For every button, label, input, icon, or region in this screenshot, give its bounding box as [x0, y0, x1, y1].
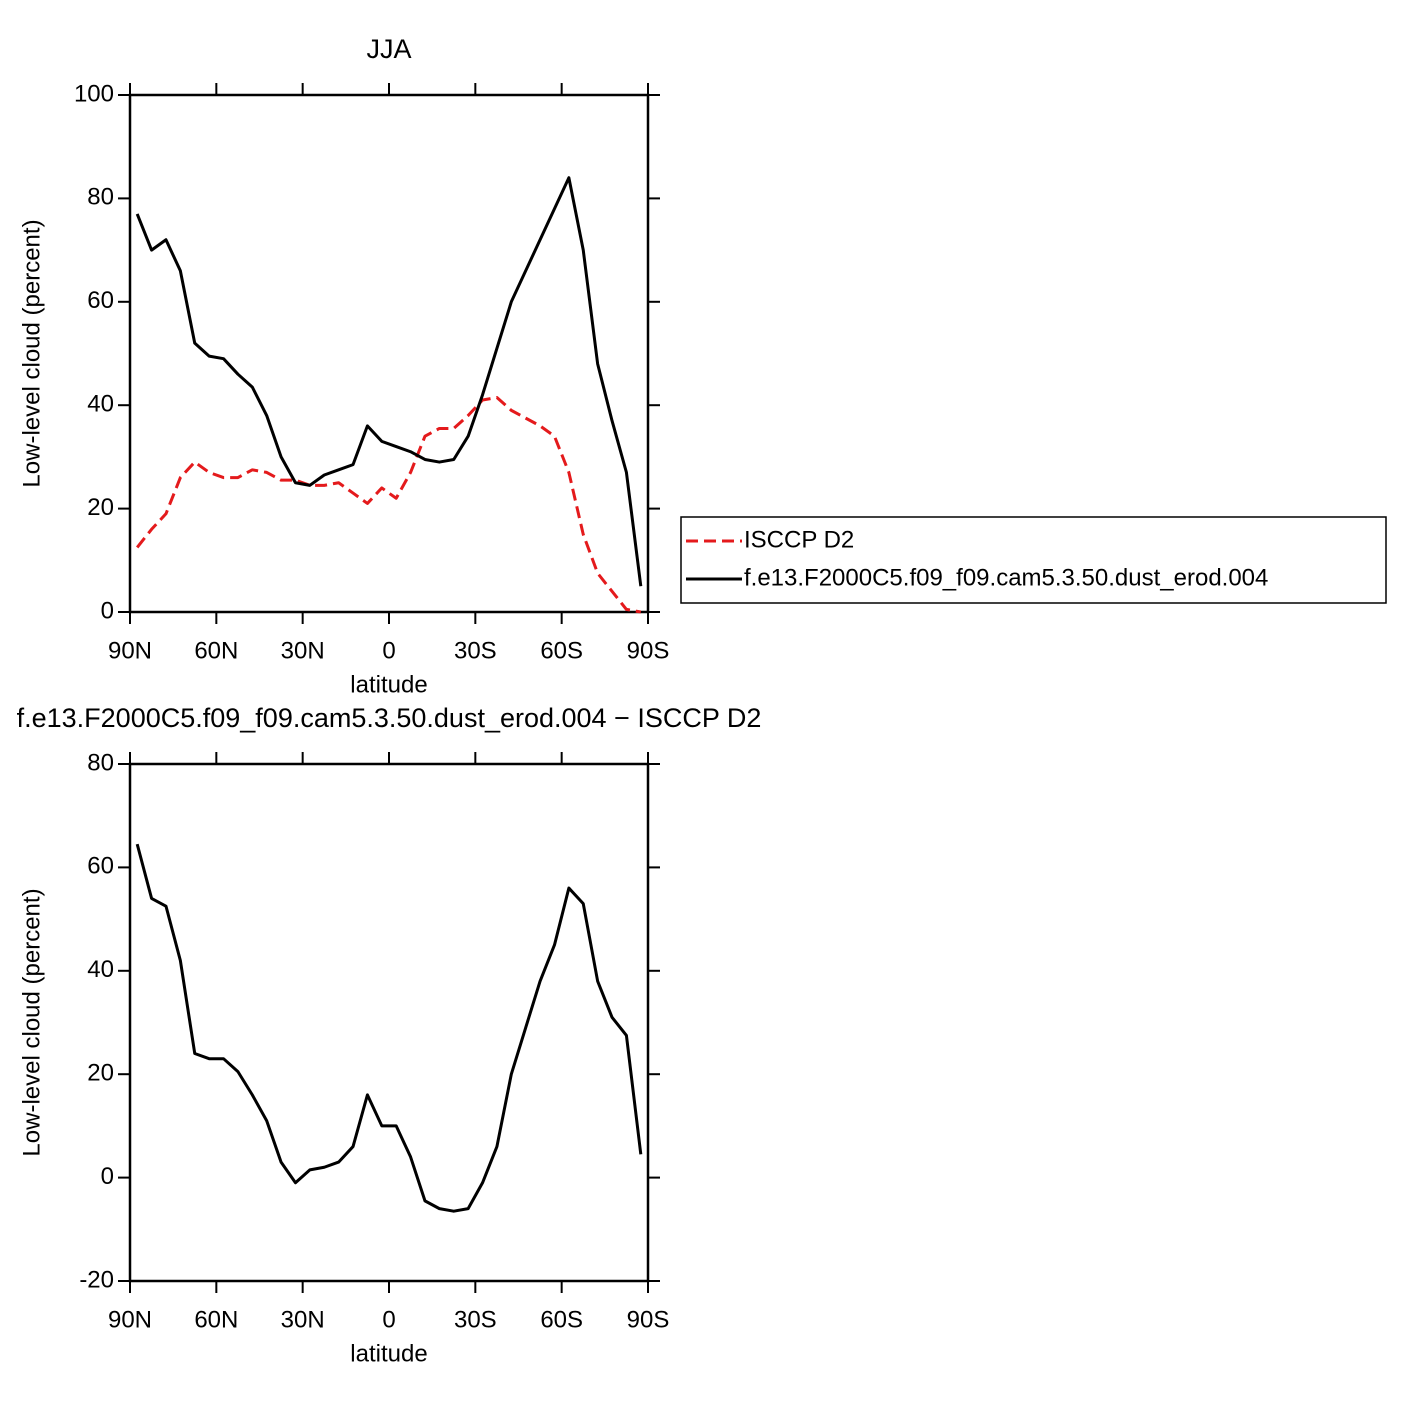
- y-tick-label: 20: [87, 494, 114, 521]
- y-tick-label: -20: [79, 1266, 114, 1293]
- x-tick-label: 60N: [194, 637, 238, 664]
- legend-box: [680, 516, 1387, 604]
- y-tick-label: 40: [87, 956, 114, 983]
- x-tick-label: 90N: [108, 637, 152, 664]
- plot-frame: [128, 762, 650, 1283]
- y-tick-label: 80: [87, 184, 114, 211]
- x-tick-label: 90S: [627, 637, 670, 664]
- data-line: [135, 176, 643, 587]
- x-tick-label: 90N: [108, 1306, 152, 1333]
- x-tick-label: 0: [382, 1306, 395, 1333]
- data-line: [136, 395, 642, 614]
- x-tick-label: 60N: [194, 1306, 238, 1333]
- y-tick-label: 80: [87, 749, 114, 776]
- x-tick-label: 30S: [454, 1306, 497, 1333]
- y-axis-label: Low-level cloud (percent): [18, 219, 45, 487]
- y-axis-label: Low-level cloud (percent): [18, 888, 45, 1156]
- x-tick-label: 0: [382, 637, 395, 664]
- y-tick-label: 60: [87, 853, 114, 880]
- y-tick-label: 0: [101, 597, 114, 624]
- y-tick-label: 0: [101, 1163, 114, 1190]
- chart-title: f.e13.F2000C5.f09_f09.cam5.3.50.dust_ero…: [17, 703, 762, 733]
- x-tick-label: 30N: [281, 637, 325, 664]
- x-tick-label: 30N: [281, 1306, 325, 1333]
- x-tick-label: 90S: [627, 1306, 670, 1333]
- y-tick-label: 20: [87, 1060, 114, 1087]
- x-axis-label: latitude: [350, 671, 427, 698]
- data-line: [135, 843, 643, 1213]
- legend-label: ISCCP D2: [744, 526, 854, 553]
- x-tick-label: 60S: [540, 1306, 583, 1333]
- y-tick-label: 100: [74, 80, 114, 107]
- x-tick-label: 60S: [540, 637, 583, 664]
- y-tick-label: 60: [87, 287, 114, 314]
- legend-label: f.e13.F2000C5.f09_f09.cam5.3.50.dust_ero…: [744, 564, 1268, 591]
- x-axis-label: latitude: [350, 1340, 427, 1367]
- y-tick-label: 40: [87, 391, 114, 418]
- chart-title: JJA: [366, 34, 411, 64]
- x-tick-label: 30S: [454, 637, 497, 664]
